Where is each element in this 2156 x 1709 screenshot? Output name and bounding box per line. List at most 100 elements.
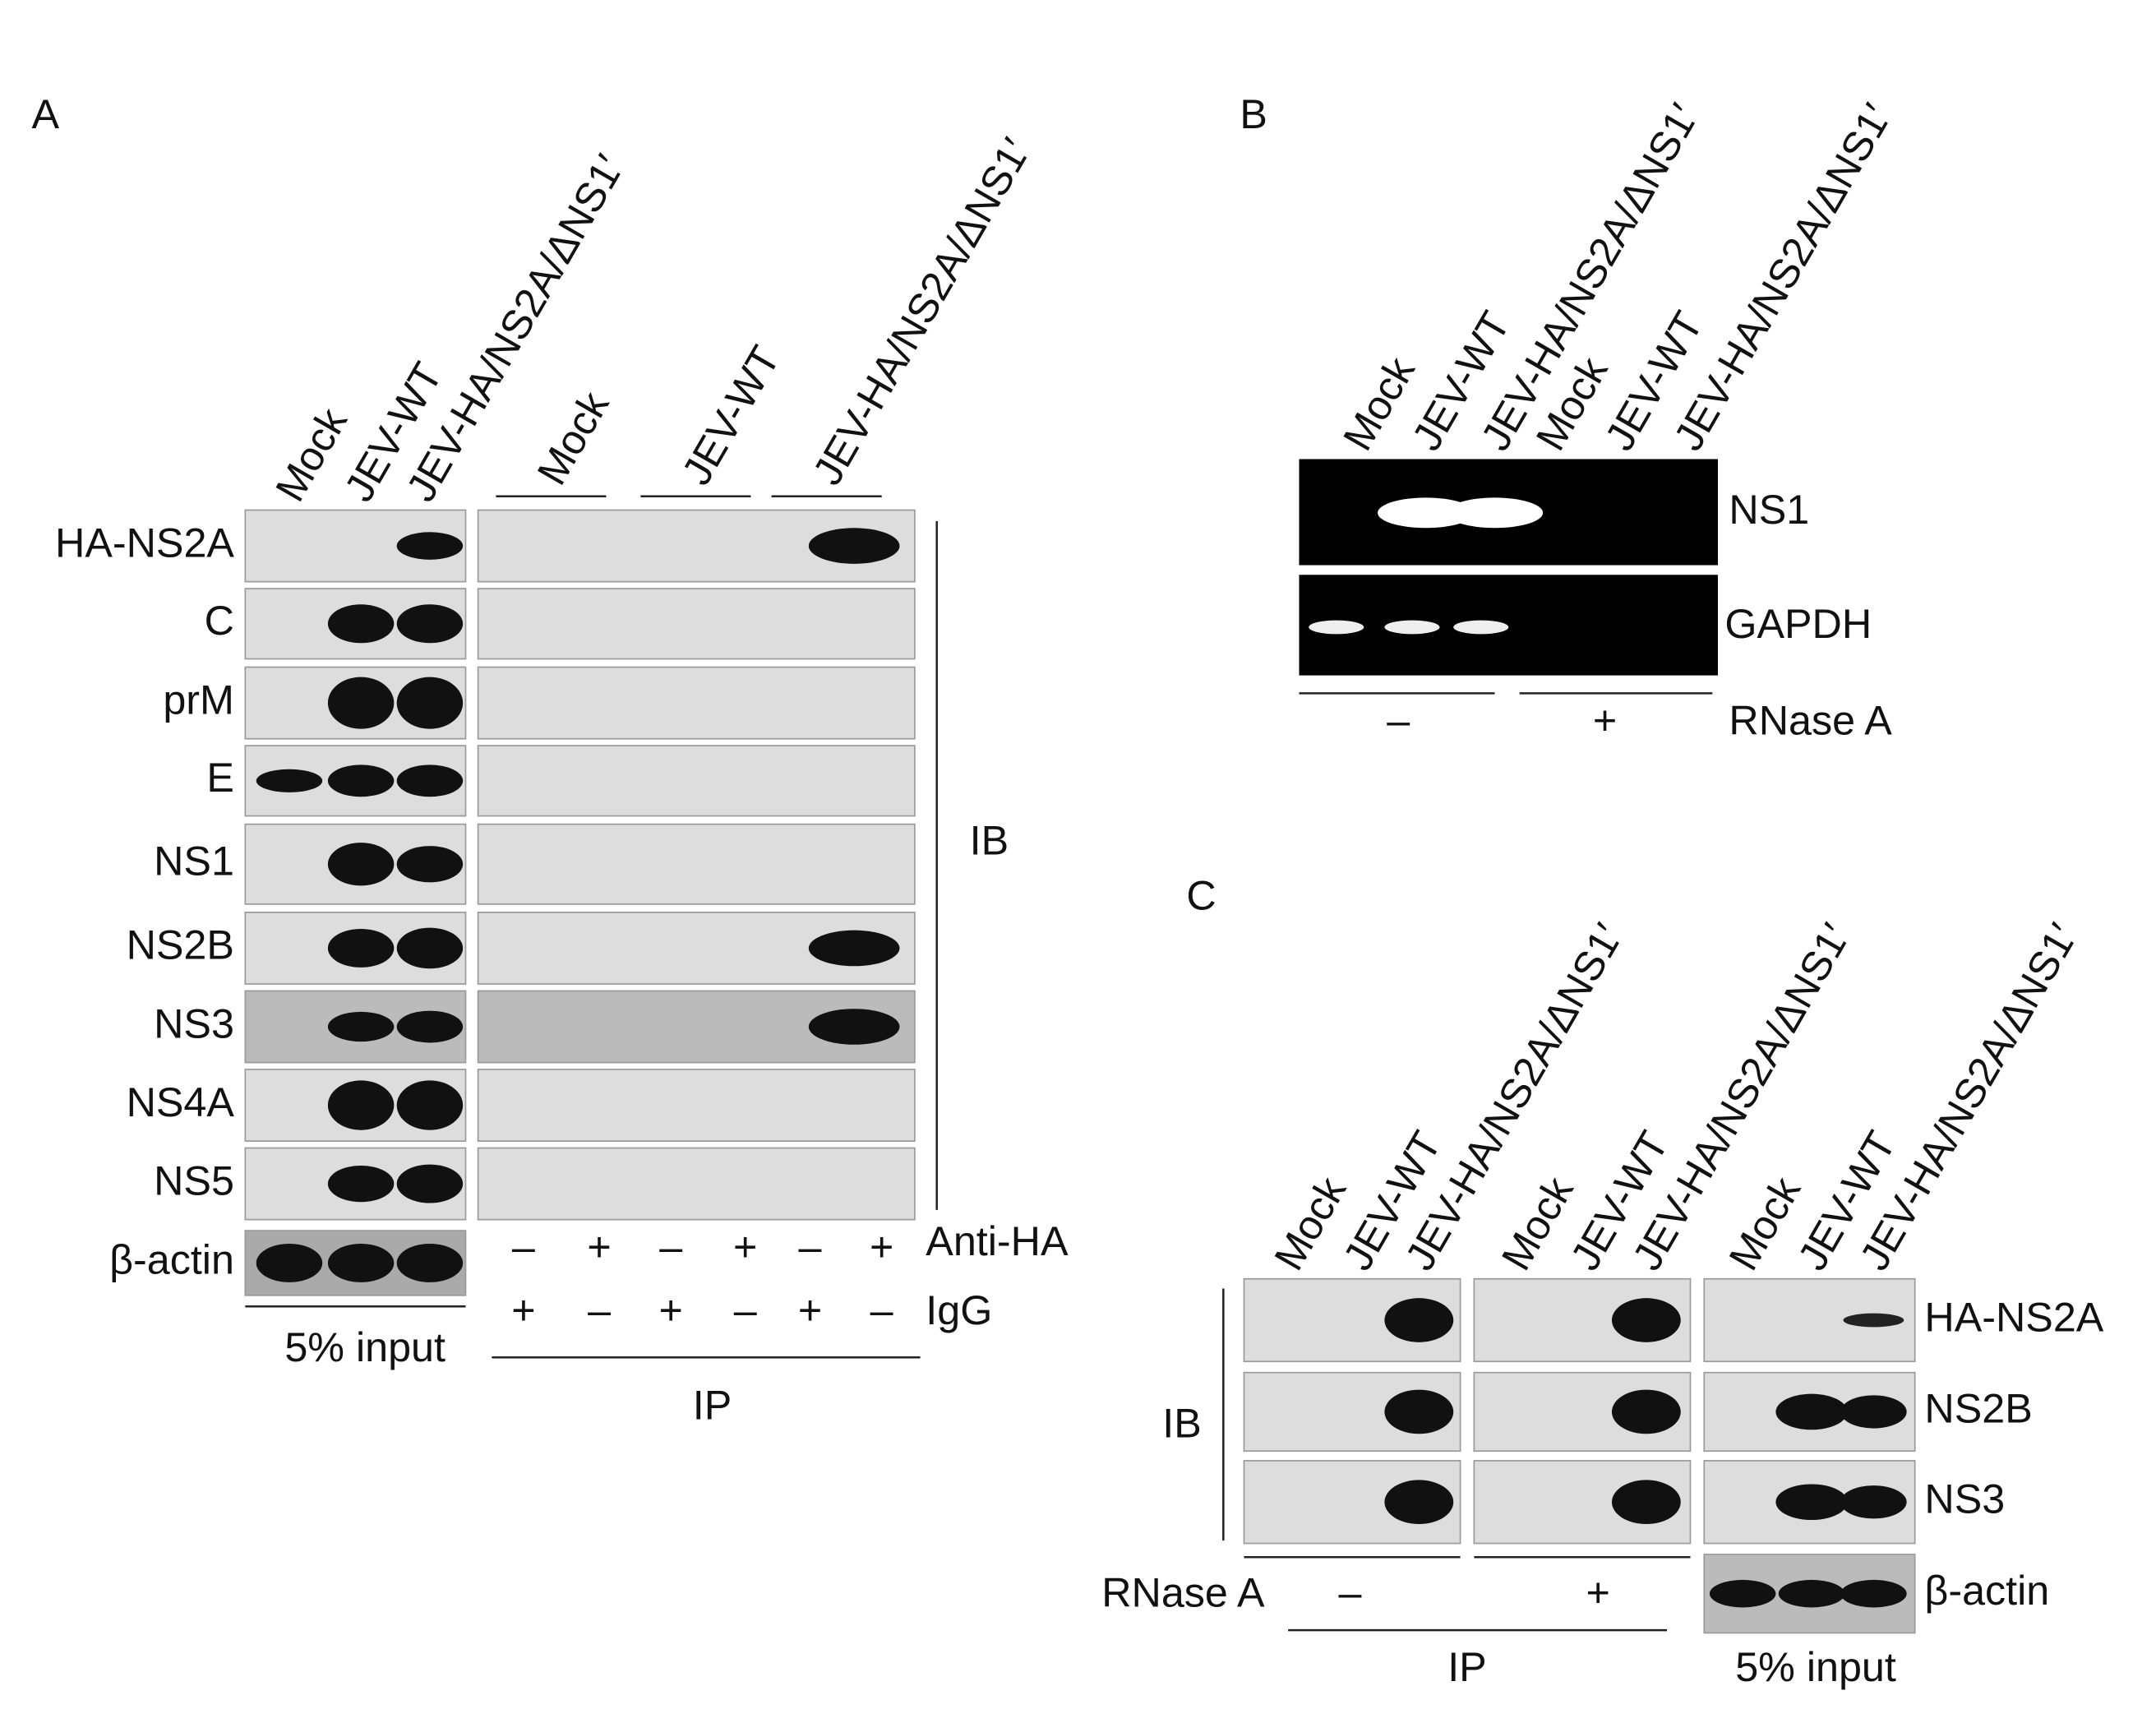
band [1384, 620, 1440, 635]
ip-group-label: Mock [528, 383, 618, 492]
blot-label: NS4A [127, 1079, 235, 1125]
lane-label: JEV-HA/NS2A/ΔNS1′ [397, 146, 633, 509]
blot [477, 588, 916, 660]
blot [477, 666, 916, 740]
band [808, 1009, 900, 1045]
blot-label: NS1 [154, 838, 234, 885]
sign: – [734, 1286, 757, 1333]
band [327, 1080, 395, 1130]
band [396, 927, 464, 969]
blot [477, 745, 916, 817]
panel-label: A [32, 90, 60, 137]
band [808, 528, 900, 564]
blot-label: prM [163, 676, 234, 723]
band [1611, 1298, 1681, 1342]
sign: – [659, 1223, 682, 1270]
row-label: RNase A [1729, 697, 1892, 744]
lane-label: Mock [1265, 1168, 1355, 1277]
blot-label: NS3 [1924, 1476, 2005, 1522]
ip-group-label: JEV-WT [672, 338, 789, 492]
blot-label: NS5 [154, 1157, 234, 1203]
band [396, 764, 464, 797]
blot [477, 1147, 916, 1221]
band [1378, 497, 1475, 529]
band [396, 1164, 464, 1203]
band [396, 846, 464, 883]
lane-label: Mock [1334, 349, 1424, 458]
band [1775, 1393, 1848, 1430]
band [1384, 1298, 1454, 1342]
blot-label: NS2B [1924, 1385, 2032, 1432]
blot-label: β-actin [109, 1236, 234, 1283]
band-label: GAPDH [1724, 600, 1872, 647]
band [1384, 1480, 1454, 1525]
blot-label: HA-NS2A [55, 519, 234, 566]
gel [1299, 575, 1719, 676]
band [1611, 1389, 1681, 1434]
sign: + [733, 1223, 757, 1270]
blot-label: NS2B [127, 921, 234, 968]
band [1840, 1485, 1907, 1519]
sign: – [870, 1286, 893, 1333]
lane-label: JEV-HA/NS2A/ΔNS1′ [1850, 916, 2086, 1278]
ib-label: IB [970, 816, 1009, 863]
sign: + [870, 1223, 893, 1270]
sign: + [511, 1286, 535, 1333]
sign: + [1593, 697, 1617, 744]
band [396, 604, 464, 644]
sign: – [799, 1223, 822, 1270]
lane-label: Mock [266, 400, 357, 509]
input-label: 5% input [1735, 1643, 1896, 1690]
band [1840, 1395, 1907, 1429]
lane-label: JEV-HA/NS2A/ΔNS1′ [1664, 95, 1900, 458]
ip-group-label: JEV-HA/NS2A/ΔNS1′ [803, 130, 1039, 492]
sign: + [798, 1286, 822, 1333]
band [327, 1165, 395, 1203]
band [327, 677, 395, 729]
band [327, 764, 395, 797]
band [1611, 1480, 1681, 1525]
blot-label: HA-NS2A [1924, 1293, 2103, 1340]
sign: – [1387, 697, 1410, 744]
row-label: Anti-HA [926, 1217, 1069, 1264]
band [256, 769, 323, 792]
band [327, 1011, 395, 1042]
band [396, 1243, 464, 1282]
band-label: NS1 [1729, 486, 1809, 533]
band [396, 532, 464, 560]
band [1446, 497, 1544, 529]
blot [477, 823, 916, 905]
band [1709, 1579, 1776, 1608]
band [1840, 1579, 1907, 1608]
band [396, 677, 464, 729]
band [808, 930, 900, 967]
band [396, 1080, 464, 1130]
band [327, 604, 395, 644]
band [1384, 1389, 1454, 1434]
panel-label: B [1240, 90, 1267, 137]
band [327, 1243, 395, 1282]
band [396, 1010, 464, 1043]
blot-label: NS3 [154, 1000, 234, 1046]
input-label: 5% input [284, 1323, 446, 1370]
sign: + [1586, 1568, 1610, 1615]
blot-label: C [205, 597, 234, 644]
lane-label: Mock [1492, 1168, 1582, 1277]
band [1778, 1579, 1845, 1608]
sign: – [1339, 1568, 1362, 1615]
blot-label: E [206, 754, 234, 801]
ip-label: IP [693, 1382, 732, 1429]
sign: – [512, 1223, 535, 1270]
lane-label: Mock [1720, 1168, 1810, 1277]
band [1309, 620, 1364, 635]
sign: + [587, 1223, 611, 1270]
band [1453, 620, 1509, 635]
panel-label: C [1186, 871, 1216, 918]
row-label: IgG [926, 1286, 992, 1333]
band [1775, 1484, 1848, 1521]
band [1843, 1313, 1904, 1328]
band [327, 843, 395, 886]
blot-label: β-actin [1924, 1567, 2049, 1614]
ib-label: IB [1162, 1399, 1202, 1446]
